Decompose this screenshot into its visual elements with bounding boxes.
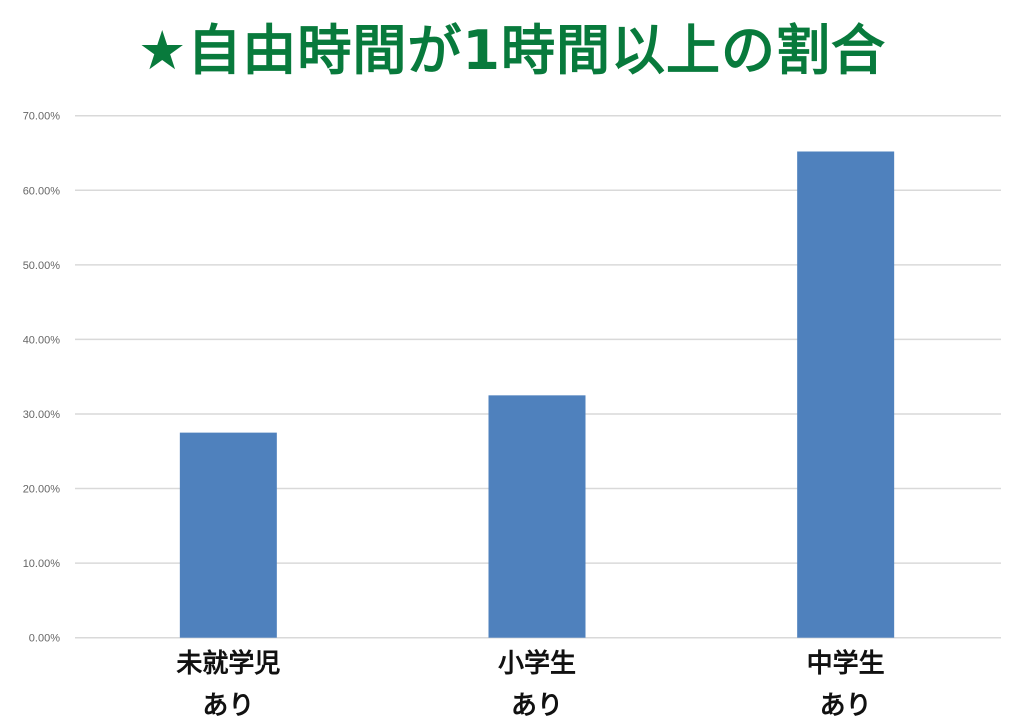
bar: [488, 395, 586, 638]
chart-title: ★自由時間が1時間以上の割合: [138, 19, 886, 82]
x-category-label: あり: [511, 691, 563, 720]
y-tick-label: 40.00%: [23, 334, 61, 346]
bar: [179, 432, 277, 638]
y-tick-label: 60.00%: [23, 185, 61, 197]
y-tick-label: 20.00%: [23, 484, 61, 496]
x-category-label: 未就学児: [176, 648, 280, 679]
x-category-label: あり: [202, 691, 254, 720]
y-tick-label: 50.00%: [23, 260, 61, 272]
y-tick-label: 70.00%: [23, 111, 61, 123]
x-category-label: あり: [820, 691, 872, 720]
x-category-label: 小学生: [498, 648, 576, 679]
y-tick-label: 10.00%: [23, 558, 61, 570]
x-category-label: 中学生: [807, 648, 885, 679]
y-tick-label: 30.00%: [23, 409, 61, 421]
bar: [797, 151, 895, 638]
y-tick-label: 0.00%: [29, 633, 60, 645]
